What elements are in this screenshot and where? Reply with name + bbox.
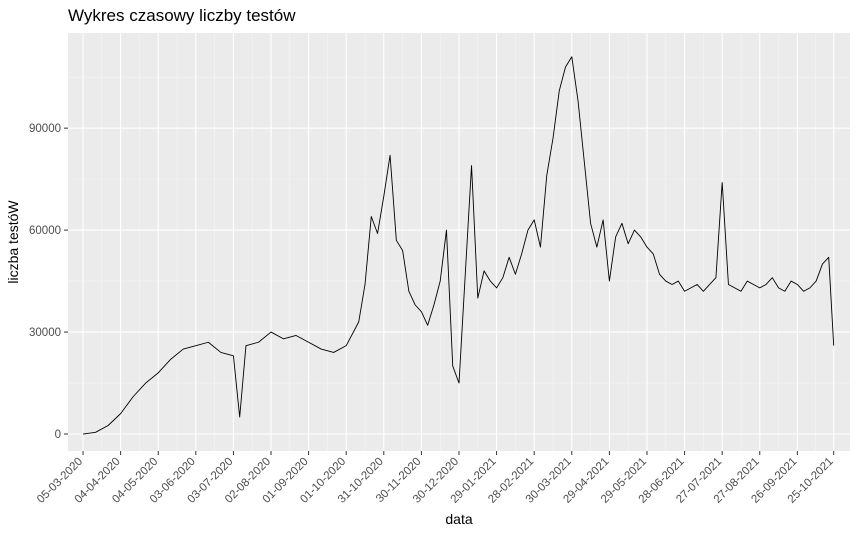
series-line [82,56,835,435]
y-axis-title: liczba testóW [5,200,21,284]
major-grid [68,33,850,451]
y-tick-label: 60000 [29,225,61,237]
x-axis-title: data [445,511,472,527]
y-tick-label: 0 [55,429,61,441]
chart-title: Wykres czasowy liczby testów [68,6,296,25]
x-axis: 05-03-202004-04-202004-05-202003-06-2020… [35,451,836,506]
y-axis: 0 30000 60000 90000 [29,123,68,441]
y-tick-label: 90000 [29,123,61,135]
series-lines [82,56,835,435]
y-tick-label: 30000 [29,327,61,339]
